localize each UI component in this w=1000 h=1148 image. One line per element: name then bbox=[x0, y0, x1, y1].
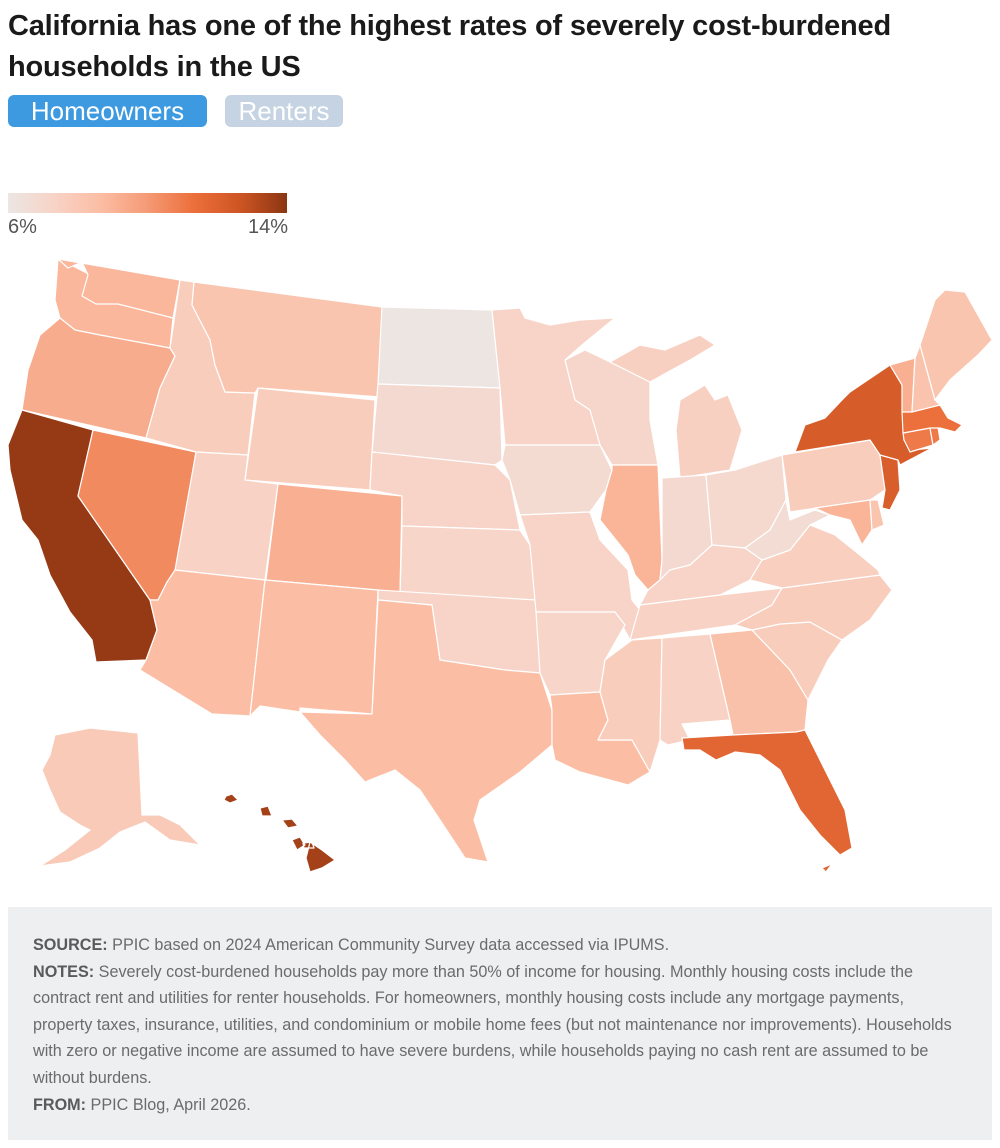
legend-min-label: 6% bbox=[8, 216, 37, 238]
state-florida[interactable] bbox=[681, 729, 853, 873]
us-choropleth-map bbox=[7, 258, 993, 873]
state-new-hampshire[interactable] bbox=[911, 344, 941, 413]
state-illinois[interactable] bbox=[599, 464, 663, 591]
state-south-dakota[interactable] bbox=[371, 383, 503, 466]
notes-panel: SOURCE: PPIC based on 2024 American Comm… bbox=[8, 907, 992, 1140]
state-delaware[interactable] bbox=[869, 499, 885, 531]
state-north-dakota[interactable] bbox=[377, 306, 501, 389]
renters-toggle-button[interactable]: Renters bbox=[225, 95, 343, 127]
color-scale-legend bbox=[8, 193, 287, 213]
state-michigan[interactable] bbox=[609, 334, 743, 479]
notes-label: NOTES: bbox=[33, 962, 95, 981]
source-label: SOURCE: bbox=[33, 936, 108, 954]
state-maine[interactable] bbox=[919, 289, 993, 401]
source-text: PPIC based on 2024 American Community Su… bbox=[107, 936, 670, 954]
state-massachusetts[interactable] bbox=[901, 404, 963, 434]
state-new-mexico[interactable] bbox=[249, 579, 379, 717]
state-north-carolina[interactable] bbox=[734, 574, 893, 641]
homeowners-toggle-button[interactable]: Homeowners bbox=[8, 95, 207, 127]
state-west-virginia[interactable] bbox=[744, 499, 831, 561]
state-montana[interactable] bbox=[191, 281, 383, 398]
state-colorado[interactable] bbox=[265, 483, 403, 593]
notes-text: Severely cost-burdened households pay mo… bbox=[33, 962, 952, 1087]
from-text: PPIC Blog, April 2026. bbox=[86, 1095, 251, 1114]
from-line: FROM: PPIC Blog, April 2026. bbox=[33, 1092, 967, 1119]
chart-title: California has one of the highest rates … bbox=[8, 10, 891, 83]
state-kansas[interactable] bbox=[399, 525, 537, 601]
state-hawaii[interactable] bbox=[223, 793, 336, 873]
state-vermont[interactable] bbox=[889, 357, 916, 413]
legend-max-label: 14% bbox=[248, 216, 289, 238]
state-texas[interactable] bbox=[299, 599, 553, 863]
state-mississippi[interactable] bbox=[597, 637, 663, 773]
notes-line: NOTES: Severely cost-burdened households… bbox=[33, 959, 967, 1092]
source-line: SOURCE: PPIC based on 2024 American Comm… bbox=[33, 932, 967, 959]
state-alaska[interactable] bbox=[39, 727, 201, 867]
from-label: FROM: bbox=[33, 1095, 87, 1114]
state-wyoming[interactable] bbox=[244, 387, 376, 491]
state-iowa[interactable] bbox=[501, 444, 613, 516]
